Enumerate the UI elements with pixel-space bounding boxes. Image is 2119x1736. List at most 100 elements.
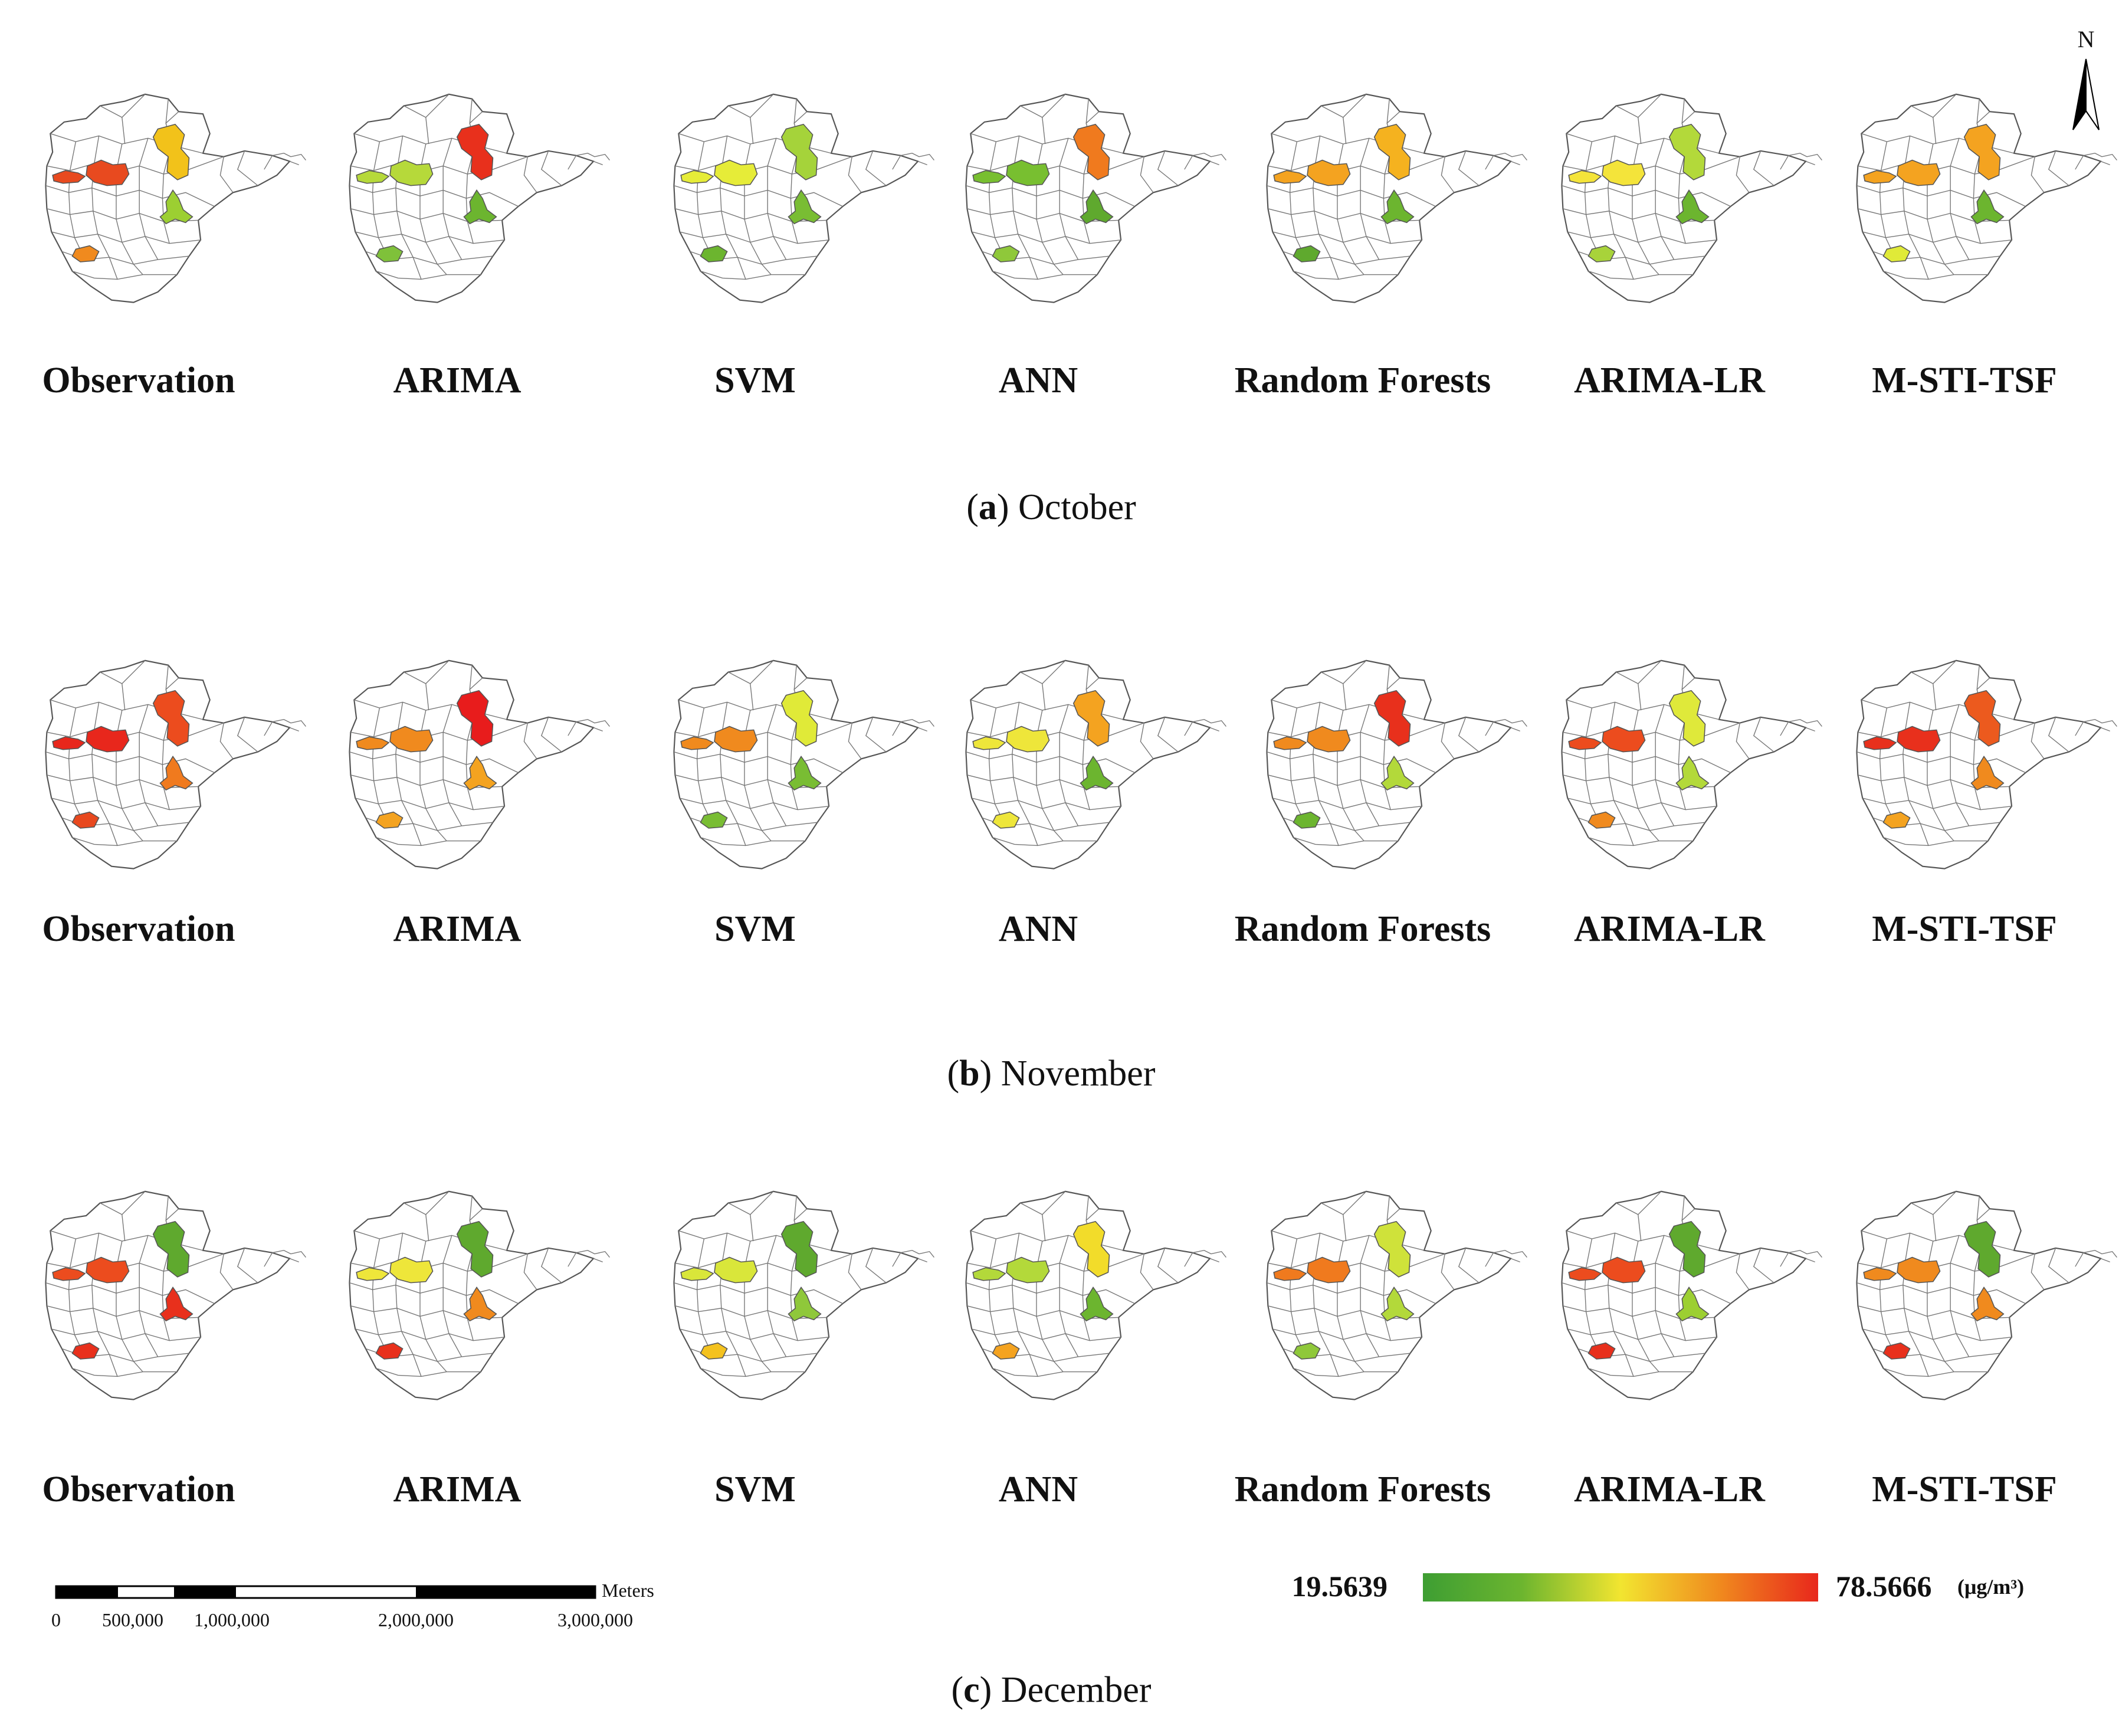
highlighted-region	[375, 811, 404, 829]
map-december-5	[1561, 1190, 1823, 1400]
highlighted-region	[159, 1287, 193, 1322]
highlighted-region	[1587, 1342, 1616, 1360]
model-label: ARIMA	[393, 360, 521, 401]
legend-color-ramp	[1423, 1573, 1818, 1602]
north-arrow: N	[2072, 26, 2100, 130]
highlighted-region	[1882, 245, 1911, 262]
map-november-0	[45, 659, 307, 869]
highlighted-region	[1080, 756, 1114, 791]
highlighted-region	[1668, 123, 1706, 181]
model-label: Observation	[42, 909, 235, 949]
map-november-2	[673, 659, 935, 869]
highlighted-region	[1006, 159, 1050, 186]
map-november-6	[1856, 659, 2118, 869]
caption-letter: a	[979, 487, 997, 527]
highlighted-region	[152, 1220, 190, 1278]
highlighted-region	[1307, 726, 1351, 753]
highlighted-region	[1568, 736, 1602, 750]
north-arrow-label: N	[2078, 26, 2095, 52]
highlighted-region	[1006, 1256, 1050, 1284]
highlighted-region	[86, 1256, 130, 1284]
map-december-3	[965, 1190, 1227, 1400]
highlighted-region	[1587, 245, 1616, 262]
caption-paren: (	[951, 1670, 963, 1710]
caption-month: ) October	[997, 487, 1136, 527]
highlighted-region	[356, 736, 390, 750]
highlighted-region	[1568, 170, 1602, 184]
map-october-5	[1561, 93, 1823, 303]
highlighted-region	[1380, 1287, 1415, 1322]
highlighted-region	[1675, 756, 1710, 791]
maps-layer	[45, 93, 2118, 1400]
model-label: Random Forests	[1235, 909, 1491, 949]
highlighted-region	[1373, 1220, 1411, 1278]
highlighted-region	[71, 245, 100, 262]
highlighted-region	[71, 1342, 100, 1360]
highlighted-region	[52, 736, 86, 750]
highlighted-region	[680, 1267, 714, 1281]
highlighted-region	[680, 736, 714, 750]
highlighted-region	[780, 1220, 818, 1278]
section-caption: (b) November	[947, 1054, 1156, 1094]
highlighted-region	[1963, 123, 2001, 181]
map-november-5	[1561, 659, 1823, 869]
scale-segment	[416, 1586, 595, 1598]
map-december-2	[673, 1190, 935, 1400]
highlighted-region	[1080, 1287, 1114, 1322]
highlighted-region	[375, 1342, 404, 1360]
highlighted-region	[1668, 690, 1706, 747]
caption-letter: b	[959, 1054, 979, 1094]
highlighted-region	[1273, 736, 1307, 750]
map-october-2	[673, 93, 935, 303]
model-label: Random Forests	[1235, 360, 1491, 401]
scale-tick-label: 1,000,000	[194, 1609, 270, 1630]
highlighted-region	[1970, 756, 2005, 791]
highlighted-region	[1897, 1256, 1941, 1284]
map-november-3	[965, 659, 1227, 869]
highlighted-region	[788, 1287, 822, 1322]
highlighted-region	[1602, 726, 1646, 753]
highlighted-region	[356, 1267, 390, 1281]
highlighted-region	[159, 189, 193, 225]
scale-segment	[174, 1586, 236, 1598]
caption-paren: (	[947, 1054, 960, 1094]
highlighted-region	[714, 159, 758, 186]
map-december-6	[1856, 1190, 2118, 1400]
legend-unit: (μg/m³)	[1957, 1575, 2024, 1599]
scale-bar: Meters 0 500,000 1,000,000 2,000,000 3,0…	[51, 1580, 654, 1630]
highlighted-region	[714, 1256, 758, 1284]
caption-letter: c	[963, 1670, 980, 1710]
map-october-3	[965, 93, 1227, 303]
scale-tick-label: 500,000	[102, 1609, 163, 1630]
model-label: Random Forests	[1235, 1469, 1491, 1509]
highlighted-region	[86, 726, 130, 753]
highlighted-region	[780, 690, 818, 747]
model-label: ARIMA-LR	[1574, 360, 1766, 401]
highlighted-region	[1273, 170, 1307, 184]
highlighted-region	[463, 189, 497, 225]
highlighted-region	[1863, 170, 1897, 184]
highlighted-region	[52, 170, 86, 184]
highlighted-region	[389, 159, 434, 186]
map-december-4	[1266, 1190, 1528, 1400]
highlighted-region	[1675, 1287, 1710, 1322]
highlighted-region	[1897, 726, 1941, 753]
map-october-6	[1856, 93, 2118, 303]
highlighted-region	[1072, 1220, 1110, 1278]
legend-min-value: 19.5639	[1292, 1570, 1388, 1603]
highlighted-region	[356, 170, 390, 184]
caption-month: ) November	[980, 1054, 1156, 1094]
highlighted-region	[456, 1220, 494, 1278]
map-october-1	[349, 93, 611, 303]
highlighted-region	[1373, 123, 1411, 181]
highlighted-region	[1080, 189, 1114, 225]
model-label: ANN	[999, 909, 1078, 949]
highlighted-region	[700, 1342, 728, 1360]
highlighted-region	[1373, 690, 1411, 747]
caption-paren: (	[966, 487, 979, 527]
model-label: ARIMA	[393, 909, 521, 949]
highlighted-region	[1568, 1267, 1602, 1281]
scale-segment	[56, 1586, 118, 1598]
highlighted-region	[992, 245, 1020, 262]
